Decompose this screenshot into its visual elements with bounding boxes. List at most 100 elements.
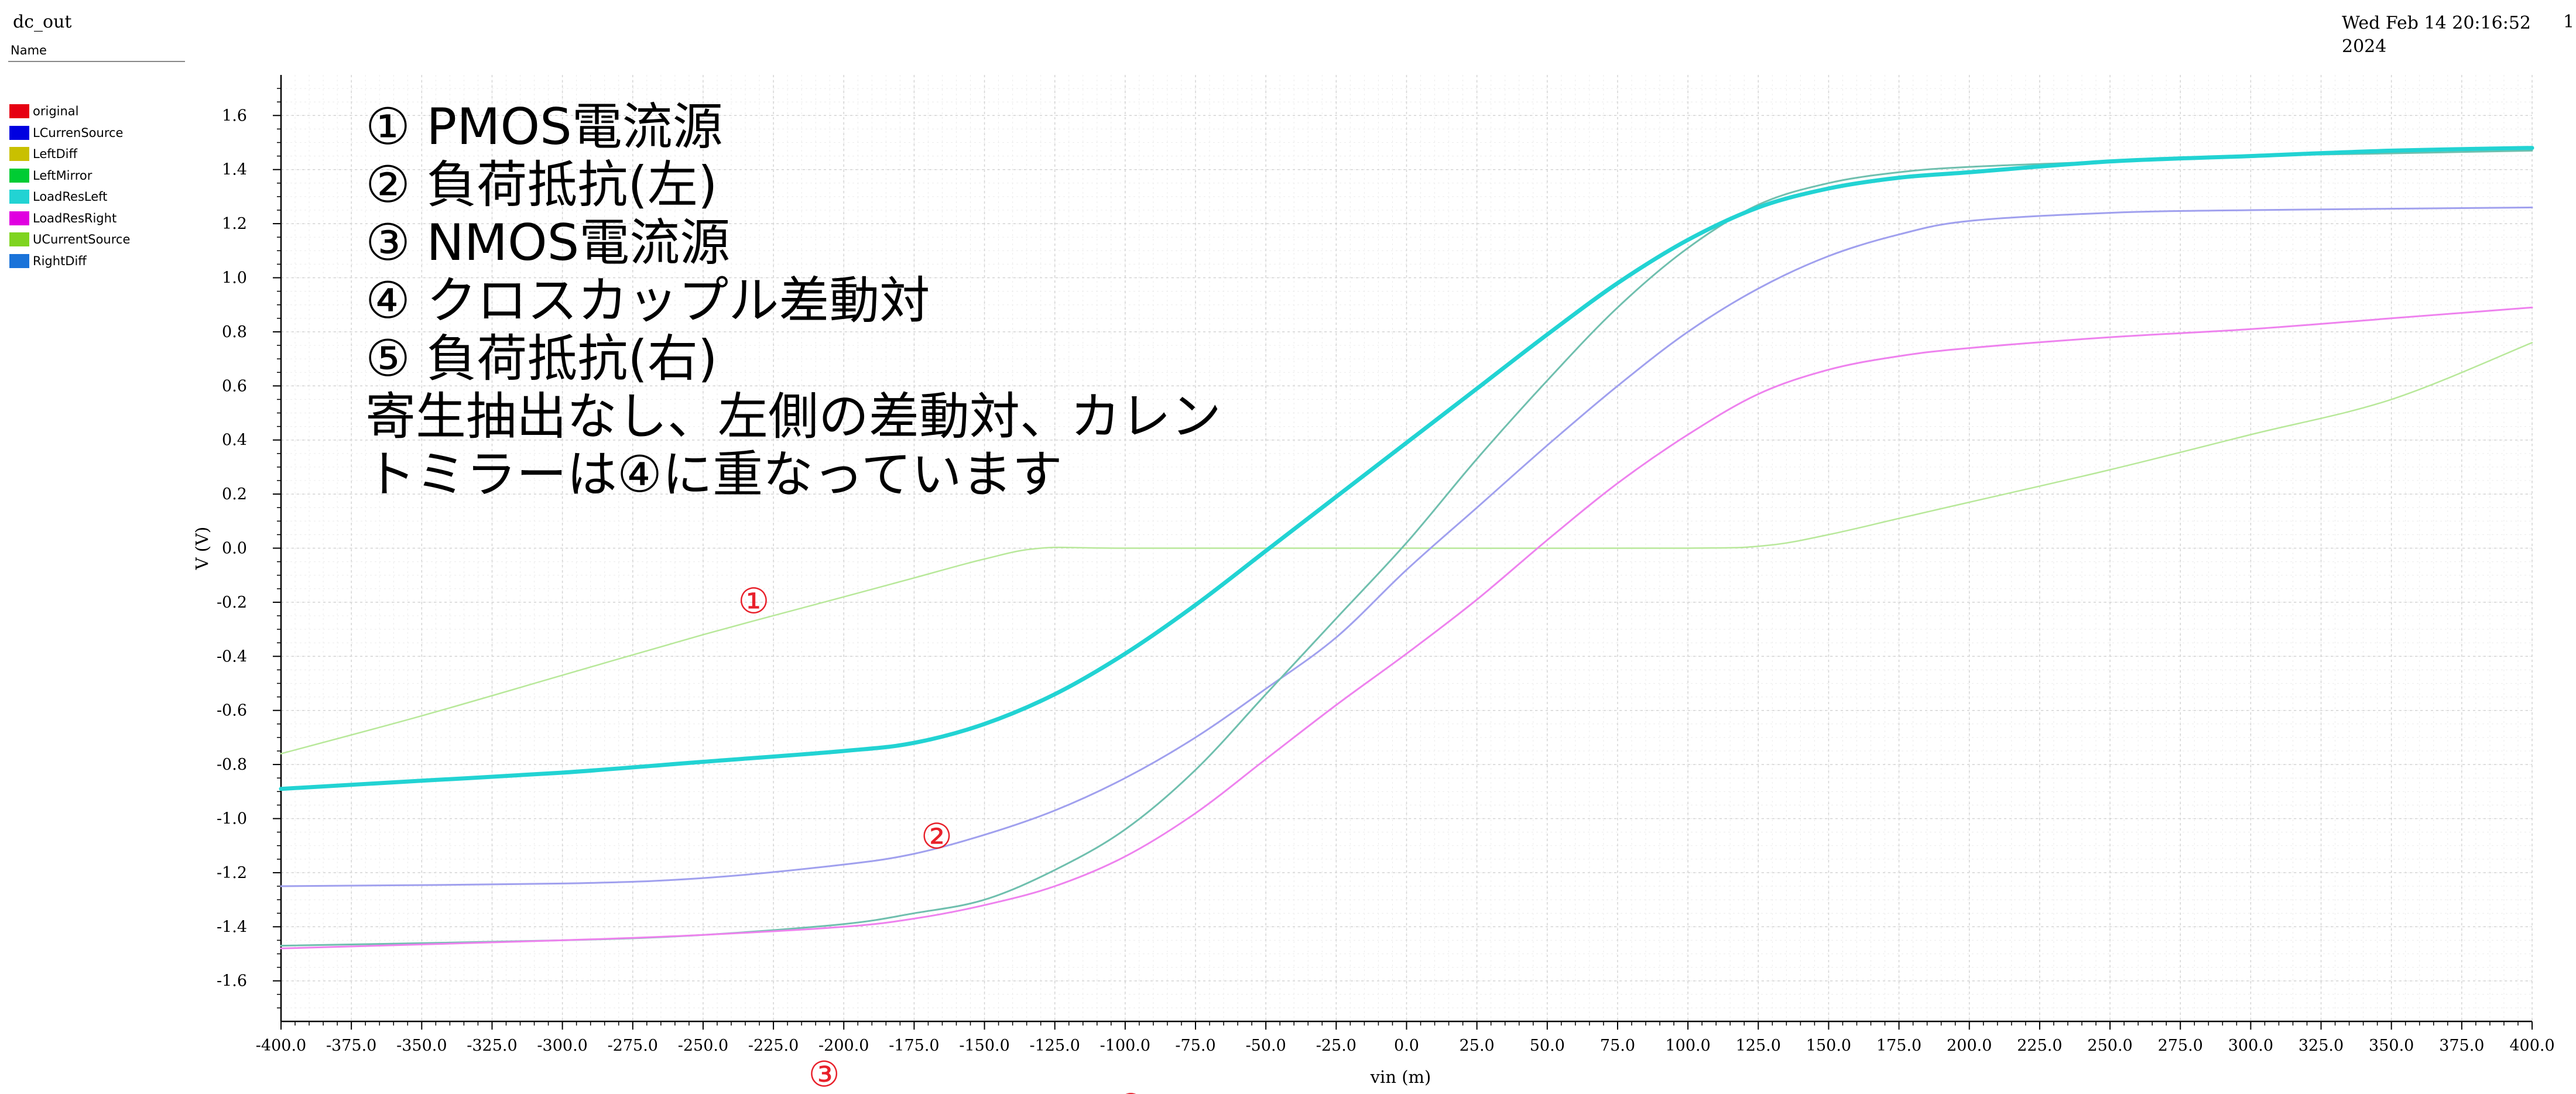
annotation-line: トミラーは④に重なっています (365, 445, 1063, 504)
x-tick-label: -250.0 (678, 1037, 728, 1055)
legend-swatch (9, 253, 29, 268)
x-tick-label: -225.0 (748, 1037, 799, 1055)
y-tick-label: -0.2 (217, 594, 247, 612)
y-tick-label: 0.0 (222, 540, 247, 558)
annotation-line: ① PMOS電流源 (365, 98, 723, 156)
legend-label: LoadResLeft (33, 190, 108, 204)
y-tick-label: 1.6 (222, 107, 247, 125)
legend-swatch (9, 190, 29, 204)
x-tick-label: -400.0 (256, 1037, 306, 1055)
grid-major (280, 75, 2533, 1021)
x-tick-label: -275.0 (608, 1037, 658, 1055)
x-tick-label: -300.0 (537, 1037, 587, 1055)
x-tick-label: 275.0 (2158, 1037, 2203, 1055)
x-tick-label: -50.0 (1246, 1037, 1286, 1055)
series-line-1 (280, 342, 2533, 755)
x-tick-label: -350.0 (396, 1037, 447, 1055)
x-tick-label: 100.0 (1665, 1037, 1710, 1055)
y-tick-label: -1.0 (217, 810, 247, 828)
x-tick-label: -125.0 (1030, 1037, 1080, 1055)
series-line-3 (280, 206, 2533, 887)
legend-item[interactable]: UCurrentSource (9, 229, 130, 251)
series-line-5 (280, 306, 2533, 949)
legend-item[interactable]: original (9, 101, 130, 122)
x-tick-label: 200.0 (1947, 1037, 1992, 1055)
y-tick-label: 1.0 (222, 269, 247, 287)
series-line-2 (279, 146, 2534, 791)
y-tick-label: 0.4 (222, 431, 247, 450)
x-tick-label: 250.0 (2087, 1037, 2132, 1055)
x-tick-label: -175.0 (889, 1037, 939, 1055)
series-label-5: ⑤ (1115, 1086, 1147, 1094)
y-tick-label: 1.2 (222, 215, 247, 233)
legend-label: LoadResRight (33, 211, 117, 225)
x-tick-label: 375.0 (2439, 1037, 2484, 1055)
y-tick-label: -1.4 (217, 918, 247, 936)
legend-swatch (9, 125, 29, 140)
x-axis-label: vin (m) (1370, 1067, 1431, 1087)
page-number: 1 (2563, 12, 2575, 32)
x-tick-label: -325.0 (467, 1037, 517, 1055)
legend-swatch (9, 147, 29, 162)
series-line-4 (280, 149, 2533, 947)
x-tick-label: -375.0 (326, 1037, 376, 1055)
x-tick-label: 325.0 (2298, 1037, 2344, 1055)
series-label-1: ① (738, 581, 770, 622)
y-tick-label: 0.2 (222, 485, 247, 503)
annotation-line: ⑤ 負荷抵抗(右) (365, 330, 718, 388)
annotation-line: ③ NMOS電流源 (365, 214, 731, 272)
legend-header-divider (8, 61, 185, 62)
legend-label: LeftDiff (33, 147, 77, 162)
timestamp: Wed Feb 14 20:16:52 2024 (2342, 12, 2531, 59)
annotation-line: 寄生抽出なし、左側の差動対、カレン (365, 387, 1221, 446)
y-tick-label: -1.6 (217, 972, 247, 990)
legend-item[interactable]: LoadResRight (9, 208, 130, 229)
legend: original LCurrenSource LeftDiff LeftMirr… (9, 101, 130, 272)
x-tick-label: 0.0 (1394, 1037, 1419, 1055)
series-labels: ①②③④⑤ (738, 581, 1147, 1094)
legend-name-header: Name (11, 43, 47, 57)
series-layer (279, 146, 2534, 949)
annotation-line: ② 負荷抵抗(左) (365, 156, 718, 214)
legend-swatch (9, 104, 29, 119)
x-tick-label: -25.0 (1316, 1037, 1356, 1055)
x-tick-label: 175.0 (1876, 1037, 1921, 1055)
series-label-2: ② (921, 816, 953, 857)
x-tick-label: 350.0 (2369, 1037, 2414, 1055)
axes: -400.0 -375.0 -350.0 -325.0 -300.0 -275.0 -250… (192, 75, 2555, 1087)
legend-swatch (9, 168, 29, 183)
series-label-3: ③ (809, 1054, 840, 1094)
y-tick-label: -1.2 (217, 864, 247, 882)
legend-label: UCurrentSource (33, 232, 131, 247)
x-tick-label: 225.0 (2017, 1037, 2062, 1055)
x-tick-label: -200.0 (818, 1037, 869, 1055)
x-tick-label: -100.0 (1100, 1037, 1150, 1055)
x-tick-label: 150.0 (1806, 1037, 1851, 1055)
legend-label: LeftMirror (33, 168, 93, 183)
y-tick-label: 0.6 (222, 377, 247, 395)
x-tick-label: 300.0 (2228, 1037, 2273, 1055)
x-tick-label: -150.0 (959, 1037, 1009, 1055)
x-tick-label: 75.0 (1600, 1037, 1635, 1055)
legend-label: original (33, 104, 79, 119)
y-tick-label: -0.4 (217, 647, 247, 666)
y-tick-label: 1.4 (222, 161, 247, 179)
timestamp-date: Wed Feb 14 20:16:52 (2342, 13, 2531, 33)
y-tick-label: 0.8 (222, 323, 247, 341)
legend-item[interactable]: LCurrenSource (9, 122, 130, 144)
annotation-text: ① PMOS電流源 ② 負荷抵抗(左) ③ NMOS電流源 ④ クロスカップル差… (365, 98, 1221, 504)
x-tick-label: 50.0 (1530, 1037, 1565, 1055)
legend-swatch (9, 211, 29, 225)
x-tick-label: 125.0 (1736, 1037, 1781, 1055)
legend-label: LCurrenSource (33, 125, 124, 140)
legend-swatch (9, 232, 29, 247)
y-tick-label: -0.6 (217, 702, 247, 720)
legend-item[interactable]: RightDiff (9, 251, 130, 272)
y-tick-label: -0.8 (217, 756, 247, 774)
legend-item[interactable]: LoadResLeft (9, 186, 130, 208)
legend-label: RightDiff (33, 253, 87, 268)
x-tick-label: -75.0 (1175, 1037, 1215, 1055)
legend-item[interactable]: LeftDiff (9, 143, 130, 165)
legend-item[interactable]: LeftMirror (9, 165, 130, 187)
